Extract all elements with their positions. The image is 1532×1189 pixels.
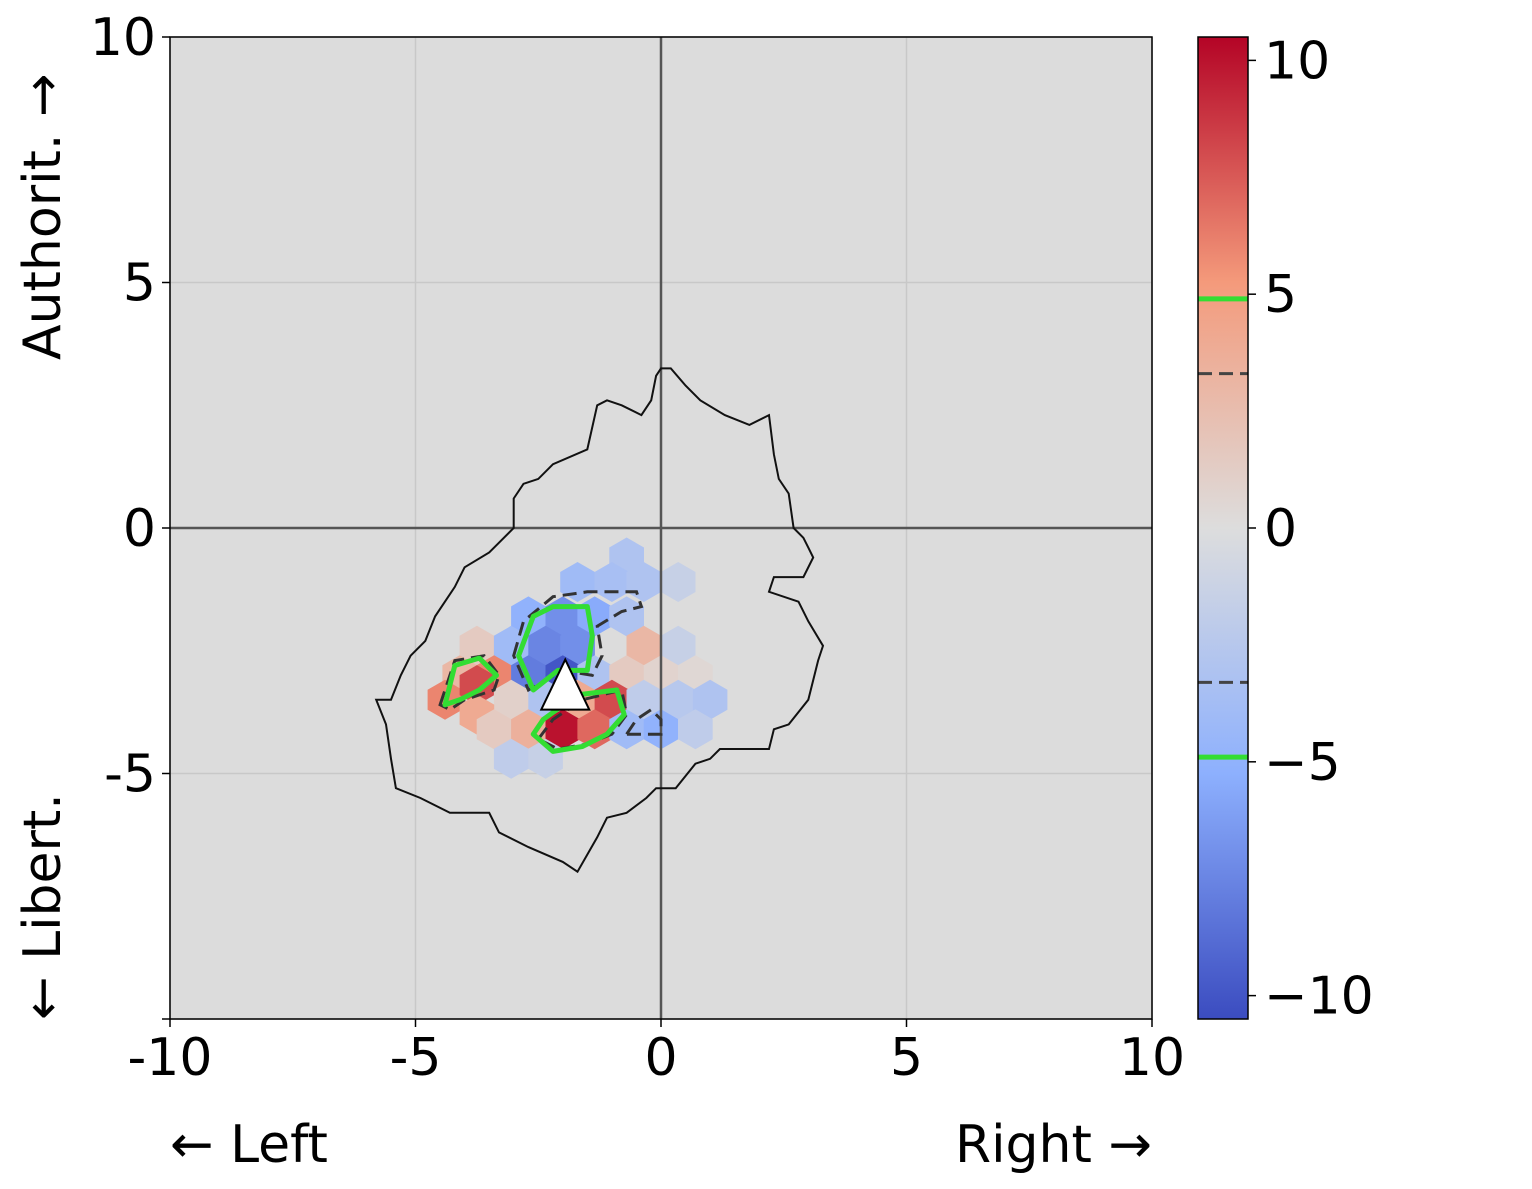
triangle-marker: [539, 657, 591, 711]
green-contour: [516, 604, 595, 693]
hexbin: [626, 625, 662, 666]
colorbar-tick-label: 5: [1264, 265, 1297, 325]
labels: ← Left Right → Authorit. → ← Libert.: [13, 73, 1152, 1175]
y-tick-label: 5: [123, 254, 156, 314]
x-tick-label: 5: [890, 1028, 923, 1088]
x-tick-label: -10: [128, 1028, 213, 1088]
dashed-contour: [438, 654, 501, 712]
hexbin: [660, 625, 696, 666]
colorbar-tick-label: 10: [1264, 31, 1330, 91]
hexbin: [660, 562, 696, 602]
x-tick-label: 0: [644, 1028, 677, 1088]
hexbin: [493, 679, 529, 720]
x-tick-label: 10: [1119, 1028, 1185, 1088]
outline-contour: [374, 367, 825, 874]
hexbin: [626, 679, 662, 720]
x-right-label: Right →: [955, 1115, 1152, 1175]
y-bottom-label: ← Libert.: [13, 793, 73, 1020]
x-left-label: ← Left: [170, 1115, 328, 1175]
green-contour: [442, 655, 499, 708]
hexbin: [594, 562, 630, 602]
y-tick-label: -5: [104, 745, 156, 805]
dashed-contour: [623, 707, 663, 736]
y-tick-label: 0: [123, 499, 156, 559]
hexbin: [476, 709, 512, 750]
hexbin: [678, 709, 713, 750]
hexbin: [493, 738, 529, 779]
y-tick-label: 10: [90, 8, 156, 68]
y-top-label: Authorit. →: [13, 73, 73, 360]
hexbin: [660, 679, 696, 720]
hexbin: [577, 709, 612, 750]
hexbin: [528, 625, 563, 666]
colorbar-tick-label: −10: [1264, 967, 1374, 1027]
colorbar: 10 5 0 −5 −10: [1197, 31, 1374, 1027]
green-contour: [530, 687, 627, 754]
hexbin: [692, 679, 728, 720]
hexbin: [609, 596, 644, 637]
x-tick-label: -5: [390, 1028, 442, 1088]
colorbar-tick-label: 0: [1264, 499, 1297, 559]
colorbar-tick-label: −5: [1264, 733, 1341, 793]
plot-area: -10 -5 0 5 10 -5 0 5 10: [90, 8, 1185, 1088]
hexbin: [560, 625, 595, 666]
hexbin: [459, 625, 495, 666]
colorbar-gradient: [1198, 37, 1248, 1019]
